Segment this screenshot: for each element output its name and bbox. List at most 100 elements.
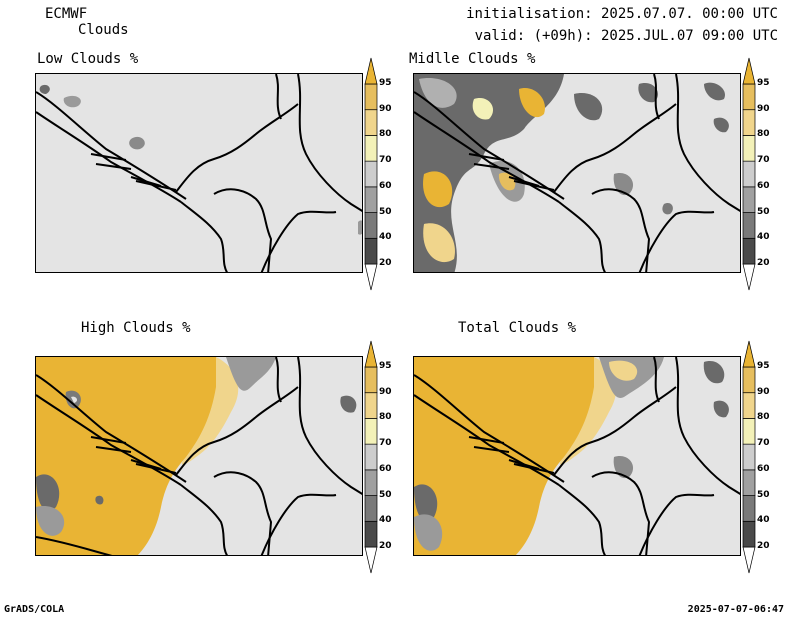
colorbar-bin	[742, 520, 756, 548]
high-cloud-patches	[36, 357, 357, 555]
colorbar-bin-over	[742, 57, 756, 85]
colorbar-tick-label: 70	[757, 438, 770, 449]
colorbar-tick-label: 90	[757, 103, 770, 114]
colorbar-tick-label: 20	[757, 541, 770, 551]
colorbar-bin-over	[364, 57, 378, 85]
colorbar-tick-label: 95	[757, 361, 770, 371]
colorbar-tick-label: 40	[379, 232, 392, 243]
colorbar-tick-label: 40	[757, 515, 770, 526]
colorbar-tick-label: 70	[379, 438, 392, 449]
colorbar-tick-label: 20	[379, 258, 392, 268]
colorbar-tick-label: 50	[379, 206, 392, 217]
colorbar-bin	[364, 135, 378, 162]
colorbar-middle: 20 40 50 60 70 80 90 95	[742, 57, 790, 291]
colorbar-tick-label: 40	[757, 232, 770, 243]
colorbar-bin	[742, 135, 756, 162]
colorbar-bin-under	[742, 263, 756, 291]
colorbar-bin	[364, 495, 378, 522]
colorbar-tick-label: 80	[757, 412, 770, 423]
colorbar-tick-label: 40	[379, 515, 392, 526]
colorbar-bin-under	[364, 546, 378, 574]
colorbar-tick-label: 90	[379, 103, 392, 114]
valid-time: valid: (+09h): 2025.JUL.07 09:00 UTC	[474, 28, 778, 44]
colorbar-bin	[364, 392, 378, 419]
colorbar-bin	[364, 109, 378, 136]
colorbar-scale	[742, 57, 756, 291]
colorbar-bin	[742, 186, 756, 213]
footer-timestamp: 2025-07-07-06:47	[687, 604, 784, 615]
panel-title-low: Low Clouds %	[37, 51, 139, 67]
map-panel-middle-clouds	[413, 73, 741, 273]
coastlines-borders	[36, 74, 362, 272]
low-cloud-patches	[39, 84, 362, 235]
colorbar-scale	[364, 57, 378, 291]
colorbar-tick-label: 80	[379, 412, 392, 423]
colorbar-low: 20 40 50 60 70 80 90 95	[364, 57, 412, 291]
colorbar-bin	[364, 237, 378, 265]
colorbar-tick-label: 70	[379, 155, 392, 166]
colorbar-bin	[742, 495, 756, 522]
colorbar-bin	[364, 212, 378, 239]
colorbar-bin	[742, 469, 756, 496]
colorbar-tick-label: 95	[379, 361, 392, 371]
high-clouds-map	[36, 357, 362, 555]
colorbar-bin	[364, 186, 378, 213]
colorbar-tick-label: 60	[379, 463, 392, 474]
colorbar-bin	[742, 212, 756, 239]
colorbar-bin	[742, 392, 756, 419]
colorbar-bin	[742, 160, 756, 188]
colorbar-bin	[742, 366, 756, 394]
colorbar-bin	[364, 469, 378, 496]
colorbar-bin	[364, 443, 378, 471]
colorbar-bin-over	[364, 340, 378, 368]
colorbar-bin	[742, 418, 756, 445]
colorbar-scale	[742, 340, 756, 574]
map-panel-high-clouds	[35, 356, 363, 556]
product-name: Clouds	[78, 22, 129, 38]
colorbar-tick-label: 90	[379, 386, 392, 397]
colorbar-tick-label: 70	[757, 155, 770, 166]
middle-clouds-map	[414, 74, 740, 272]
colorbar-bin-under	[742, 546, 756, 574]
middle-cloud-patches	[414, 74, 729, 272]
colorbar-tick-label: 50	[757, 206, 770, 217]
panel-title-high: High Clouds %	[81, 320, 191, 336]
colorbar-tick-label: 60	[757, 463, 770, 474]
colorbar-tick-label: 80	[379, 129, 392, 140]
colorbar-bin	[364, 83, 378, 111]
colorbar-bin	[364, 366, 378, 394]
colorbar-bin	[364, 160, 378, 188]
colorbar-total: 20 40 50 60 70 80 90 95	[742, 340, 790, 574]
colorbar-high: 20 40 50 60 70 80 90 95	[364, 340, 412, 574]
colorbar-bin	[742, 83, 756, 111]
map-panel-low-clouds	[35, 73, 363, 273]
colorbar-bin	[364, 418, 378, 445]
colorbar-tick-label: 95	[379, 78, 392, 88]
footer-software-label: GrADS/COLA	[4, 604, 65, 615]
colorbar-tick-label: 80	[757, 129, 770, 140]
panel-title-total: Total Clouds %	[458, 320, 577, 336]
colorbar-tick-label: 20	[379, 541, 392, 551]
colorbar-tick-label: 60	[379, 180, 392, 191]
colorbar-tick-label: 60	[757, 180, 770, 191]
total-cloud-patches	[414, 357, 729, 555]
panel-title-middle: Midlle Clouds %	[409, 51, 536, 67]
colorbar-bin	[364, 520, 378, 548]
map-panel-total-clouds	[413, 356, 741, 556]
colorbar-bin-under	[364, 263, 378, 291]
colorbar-tick-label: 20	[757, 258, 770, 268]
colorbar-tick-label: 50	[757, 489, 770, 500]
model-name: ECMWF	[45, 6, 88, 22]
colorbar-bin	[742, 443, 756, 471]
colorbar-bin	[742, 109, 756, 136]
colorbar-tick-label: 50	[379, 489, 392, 500]
colorbar-scale	[364, 340, 378, 574]
colorbar-tick-label: 90	[757, 386, 770, 397]
coastlines-borders	[36, 357, 362, 555]
total-clouds-map	[414, 357, 740, 555]
initialisation-time: initialisation: 2025.07.07. 00:00 UTC	[466, 6, 778, 22]
coastlines-borders	[414, 357, 740, 555]
colorbar-bin-over	[742, 340, 756, 368]
low-clouds-map	[36, 74, 362, 272]
coastlines-borders	[414, 74, 740, 272]
